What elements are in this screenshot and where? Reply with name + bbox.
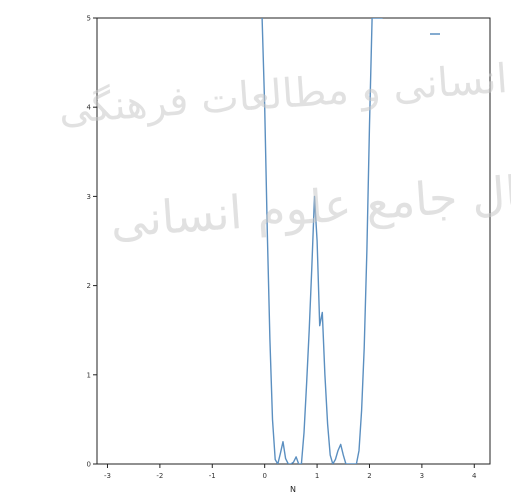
y-tick-label: 2 xyxy=(87,282,91,290)
x-tick-label: -2 xyxy=(156,472,163,480)
x-tick-label: 1 xyxy=(315,472,319,480)
x-tick-label: -1 xyxy=(209,472,216,480)
series-line-0 xyxy=(261,18,383,464)
plot-frame xyxy=(96,17,491,465)
y-axis: 0 1 2 3 4 5 xyxy=(87,15,97,469)
x-tick-label: 0 xyxy=(262,472,266,480)
series-layer xyxy=(261,18,383,464)
x-axis-label: N xyxy=(290,485,296,494)
y-tick-label: 4 xyxy=(87,104,92,112)
y-tick-label: 1 xyxy=(87,371,91,379)
x-tick-label: 4 xyxy=(472,472,477,480)
y-tick-label: 3 xyxy=(87,193,91,201)
y-tick-label: 0 xyxy=(87,461,91,469)
x-tick-label: 3 xyxy=(420,472,424,480)
x-axis: -3 -2 -1 0 1 2 3 4 xyxy=(104,464,477,480)
x-tick-label: -3 xyxy=(104,472,111,480)
y-tick-label: 5 xyxy=(87,15,91,23)
x-tick-label: 2 xyxy=(367,472,371,480)
